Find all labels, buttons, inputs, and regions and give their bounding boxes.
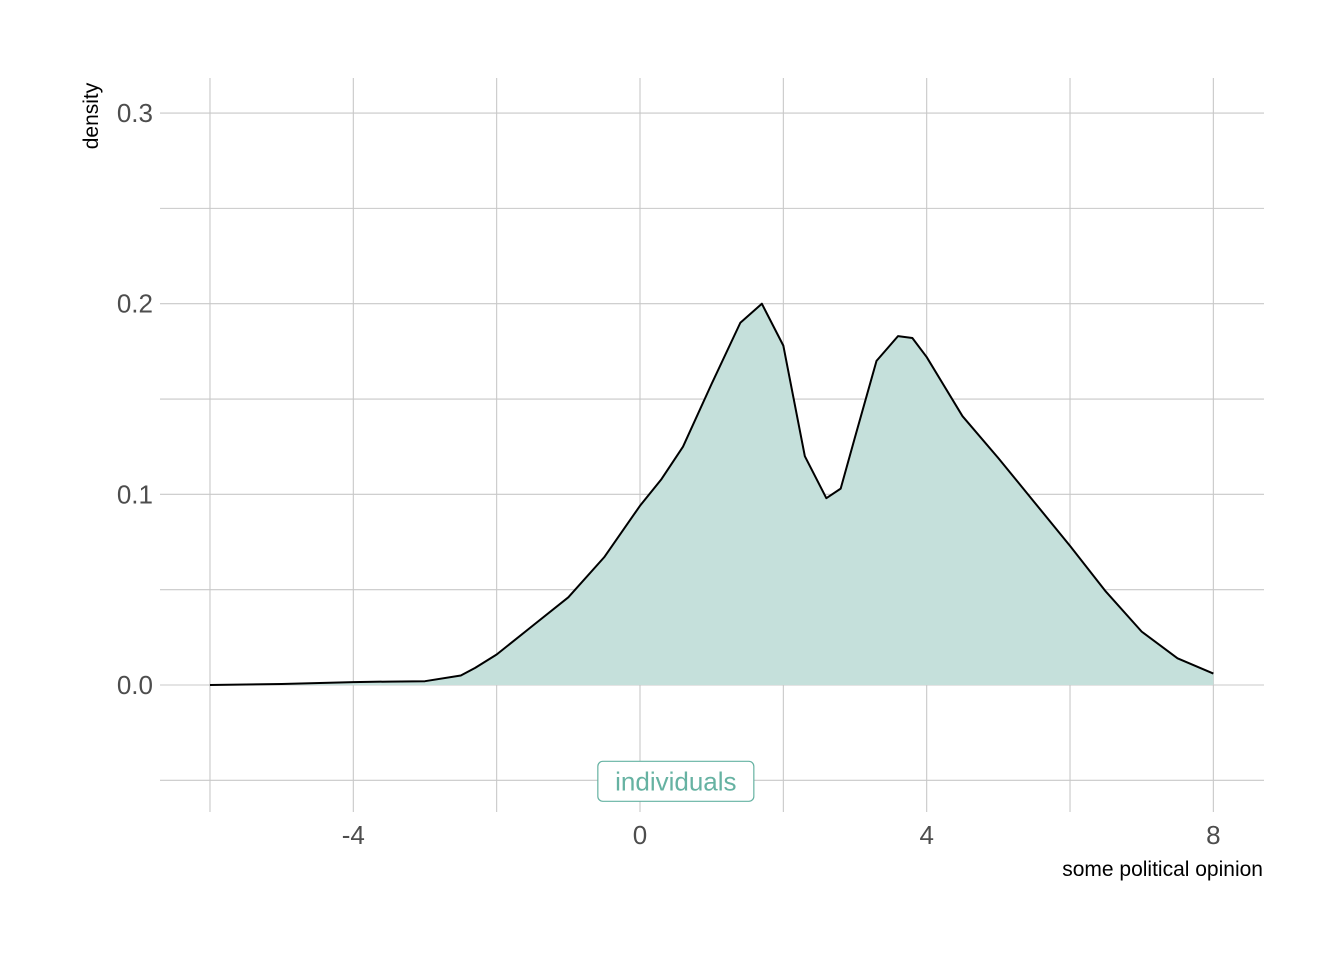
y-tick-label: 0.2 — [117, 289, 153, 319]
x-tick-label: 8 — [1206, 820, 1220, 850]
x-axis-title: some political opinion — [1062, 858, 1263, 881]
y-tick-label: 0.0 — [117, 670, 153, 700]
density-area — [209, 303, 1214, 685]
density-line — [209, 302, 1214, 686]
x-axis-ticks: -4 0 4 8 — [342, 820, 1221, 850]
y-tick-label: 0.1 — [117, 479, 153, 509]
x-tick-label: 0 — [633, 820, 647, 850]
annotation-box — [597, 760, 755, 802]
annotations: individuals — [597, 760, 755, 802]
x-tick-label: 4 — [919, 820, 933, 850]
x-tick-label: -4 — [342, 820, 365, 850]
y-axis-title: density — [80, 82, 103, 149]
annotation-text: individuals — [615, 766, 736, 796]
y-tick-label: 0.3 — [117, 98, 153, 128]
annotation-label: individuals — [597, 760, 755, 802]
y-axis-ticks: 0.0 0.1 0.2 0.3 — [117, 98, 153, 700]
